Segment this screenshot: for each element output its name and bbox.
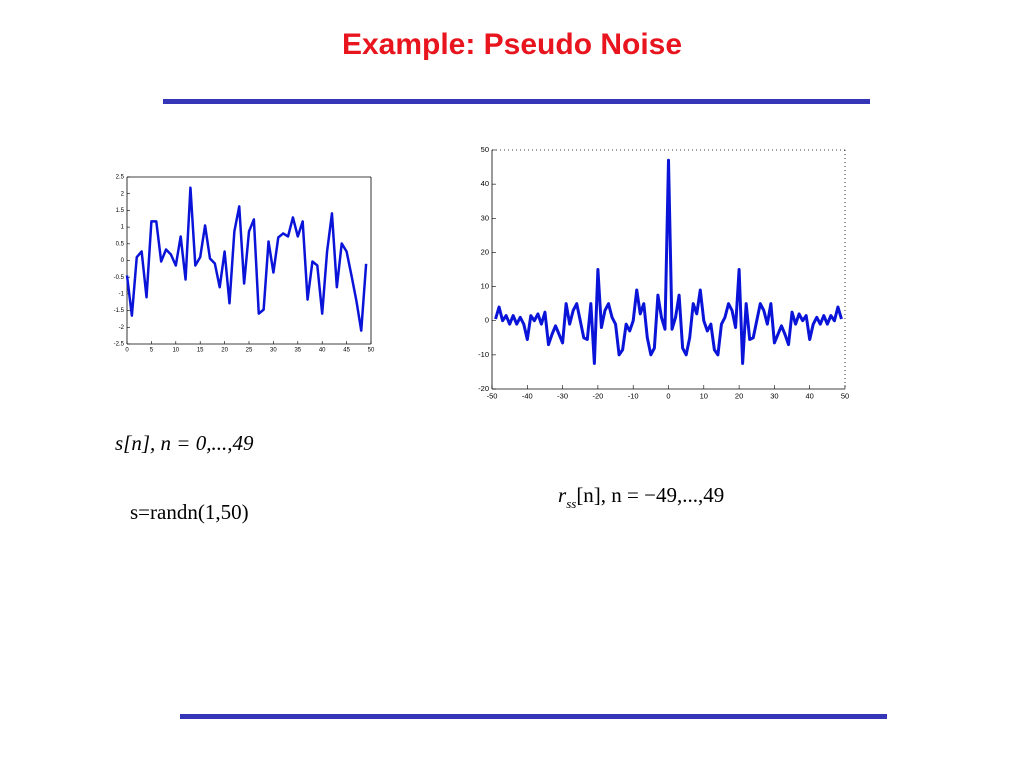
x-tick-label: -40 xyxy=(522,391,533,400)
y-tick-label: -2 xyxy=(119,325,125,331)
autocorr-caption: rss[n], n = −49,...,49 xyxy=(558,483,724,511)
x-tick-label: 10 xyxy=(172,348,179,354)
x-tick-label: 10 xyxy=(700,391,708,400)
x-tick-label: -30 xyxy=(557,391,568,400)
x-tick-label: -50 xyxy=(487,391,498,400)
x-tick-label: 30 xyxy=(770,391,778,400)
y-tick-label: -1.5 xyxy=(114,308,125,314)
y-tick-label: 30 xyxy=(481,213,489,222)
x-tick-label: 50 xyxy=(841,391,849,400)
y-tick-label: 50 xyxy=(481,145,489,154)
y-tick-label: 0.5 xyxy=(116,241,125,247)
y-tick-label: -2.5 xyxy=(114,342,125,348)
x-tick-label: 20 xyxy=(735,391,743,400)
x-tick-label: 15 xyxy=(197,348,204,354)
y-tick-label: 2.5 xyxy=(116,175,125,181)
y-tick-label: 1.5 xyxy=(116,208,125,214)
x-tick-label: 45 xyxy=(343,348,350,354)
y-tick-label: -20 xyxy=(478,384,489,393)
y-tick-label: 40 xyxy=(481,179,489,188)
x-tick-label: 5 xyxy=(150,348,154,354)
y-tick-label: -0.5 xyxy=(114,275,125,281)
y-tick-label: 1 xyxy=(121,225,125,231)
y-tick-label: -1 xyxy=(119,291,125,297)
autocorr-rest: [n], n = −49,...,49 xyxy=(576,483,724,507)
x-tick-label: -10 xyxy=(628,391,639,400)
bottom-rule xyxy=(180,714,887,719)
x-tick-label: 30 xyxy=(270,348,277,354)
y-tick-label: 10 xyxy=(481,282,489,291)
y-tick-label: 2 xyxy=(121,191,125,197)
autocorr-symbol: r xyxy=(558,483,567,507)
x-tick-label: 0 xyxy=(125,348,129,354)
slide-title: Example: Pseudo Noise xyxy=(342,28,682,61)
code-caption: s=randn(1,50) xyxy=(130,500,249,524)
y-tick-label: 0 xyxy=(485,316,489,325)
y-tick-label: -10 xyxy=(478,350,489,359)
x-tick-label: 25 xyxy=(246,348,253,354)
y-tick-label: 20 xyxy=(481,247,489,256)
x-tick-label: -20 xyxy=(592,391,603,400)
data-line xyxy=(494,158,843,365)
x-tick-label: 35 xyxy=(294,348,301,354)
x-tick-label: 20 xyxy=(221,348,228,354)
x-tick-label: 40 xyxy=(319,348,326,354)
data-line xyxy=(125,186,368,332)
autocorr-subscript: ss xyxy=(566,496,576,511)
signal-caption: s[n], n = 0,...,49 xyxy=(115,431,254,455)
top-rule xyxy=(163,99,870,104)
x-tick-label: 50 xyxy=(368,348,375,354)
x-tick-label: 40 xyxy=(806,391,814,400)
x-tick-label: 0 xyxy=(666,391,670,400)
y-tick-label: 0 xyxy=(121,258,125,264)
